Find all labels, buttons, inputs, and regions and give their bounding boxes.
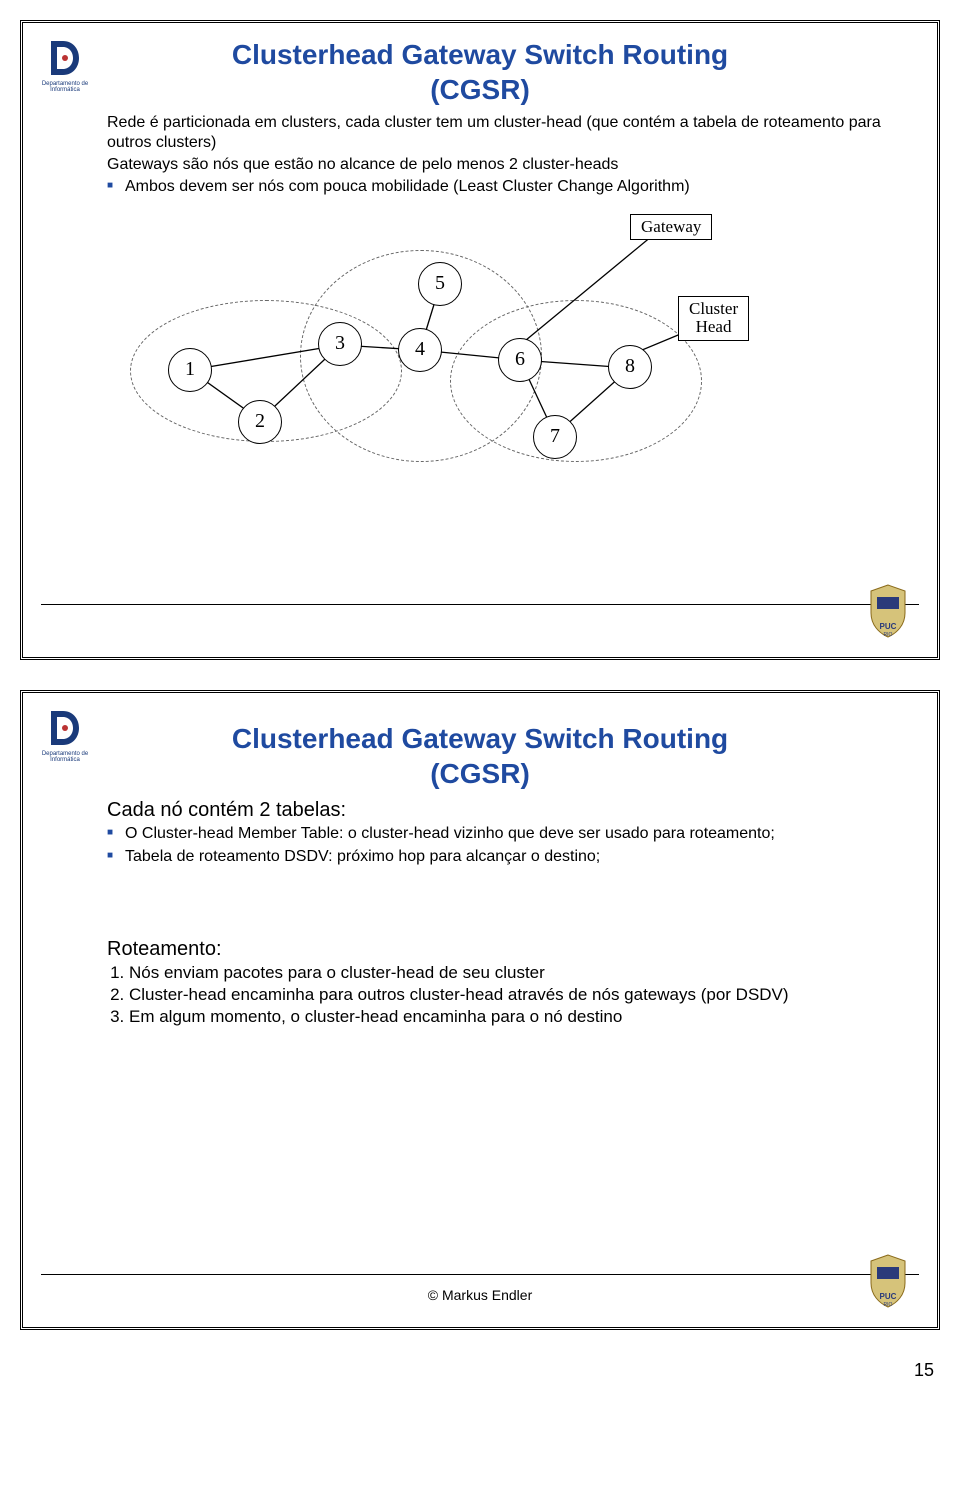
svg-text:PUC: PUC [880,622,897,631]
title-line-1: Clusterhead Gateway Switch Routing [232,723,728,754]
node-1: 1 [168,348,212,392]
cluster-head-label: Cluster Head [678,296,749,341]
step-item: Em algum momento, o cluster-head encamin… [129,1007,913,1027]
bullet-item: Tabela de roteamento DSDV: próximo hop p… [107,847,913,868]
slide-2: Departamento de Informática Clusterhead … [20,690,940,1330]
numbered-steps: Nós enviam pacotes para o cluster-head d… [107,963,913,1027]
slide-title: Clusterhead Gateway Switch Routing (CGSR… [47,721,913,791]
page-number: 15 [20,1360,940,1381]
node-6: 6 [498,338,542,382]
routing-heading: Roteamento: [107,938,913,961]
paragraph-2: Gateways são nós que estão no alcance de… [107,155,913,175]
shield-icon: PUC RIO [863,583,913,639]
node-5: 5 [418,262,462,306]
step-item: Nós enviam pacotes para o cluster-head d… [129,963,913,983]
cluster-diagram: 1 2 3 4 5 6 7 8 Gateway Cluster Head [130,210,830,510]
title-line-2: (CGSR) [430,74,530,105]
bullet-list: Ambos devem ser nós com pouca mobilidade… [107,177,913,198]
footer-rule [41,604,919,605]
diagram-lines [130,210,830,510]
bullet-list-2: O Cluster-head Member Table: o cluster-h… [107,824,913,868]
slide-1: Departamento de Informática Clusterhead … [20,20,940,660]
logo-caption: Departamento de Informática [37,81,93,93]
svg-text:RIO: RIO [884,632,893,638]
intro-line: Cada nó contém 2 tabelas: [107,799,913,822]
bullet-item: Ambos devem ser nós com pouca mobilidade… [107,177,913,198]
dept-logo: Departamento de Informática [37,707,93,763]
bullet-item: O Cluster-head Member Table: o cluster-h… [107,824,913,845]
title-line-2: (CGSR) [430,758,530,789]
node-8: 8 [608,345,652,389]
slide-title: Clusterhead Gateway Switch Routing (CGSR… [47,37,913,107]
title-line-1: Clusterhead Gateway Switch Routing [232,39,728,70]
copyright: © Markus Endler [23,1287,937,1303]
node-3: 3 [318,322,362,366]
node-4: 4 [398,328,442,372]
svg-text:PUC: PUC [880,1292,897,1301]
puc-logo: PUC RIO [863,583,913,639]
svg-text:RIO: RIO [884,1302,893,1308]
shield-icon: PUC RIO [863,1253,913,1309]
footer-rule [41,1274,919,1275]
node-7: 7 [533,415,577,459]
step-item: Cluster-head encaminha para outros clust… [129,985,913,1005]
d-logo-icon [45,37,85,79]
paragraph-1: Rede é particionada em clusters, cada cl… [107,113,913,153]
puc-logo: PUC RIO [863,1253,913,1309]
spacer [47,870,913,930]
d-logo-icon [45,707,85,749]
gateway-label: Gateway [630,214,712,241]
dept-logo: Departamento de Informática [37,37,93,93]
node-2: 2 [238,400,282,444]
logo-caption: Departamento de Informática [37,751,93,763]
